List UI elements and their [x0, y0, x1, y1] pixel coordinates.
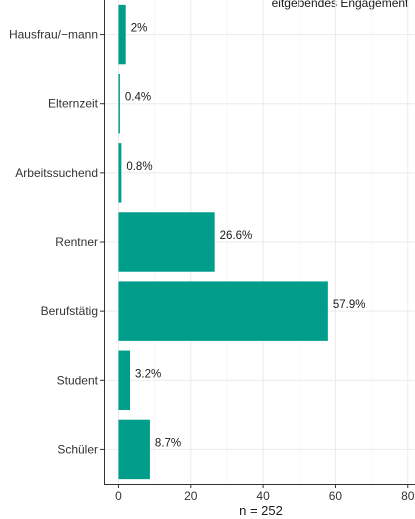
y-tick-label: Schüler	[57, 442, 98, 456]
bar-data-label: 8.7%	[155, 437, 181, 449]
bar-data-label: 3.2%	[135, 368, 161, 380]
bar	[118, 73, 120, 134]
bar-data-label: 0.4%	[125, 92, 151, 104]
y-tick-label: Student	[57, 373, 99, 387]
y-tick-label: Arbeitssuchend	[15, 166, 98, 180]
y-axis: Hausfrau/−mann Elternzeit Arbeitssuchend Re…	[9, 28, 104, 456]
x-axis-title: n = 252	[239, 503, 283, 518]
y-tick-label: Elternzeit	[48, 97, 99, 111]
x-tick-label: 60	[329, 489, 343, 503]
bar-data-label: 0.8%	[126, 161, 152, 173]
chart-top-text: eitgebendes Engagement	[272, 0, 409, 10]
x-tick-label: 0	[115, 489, 122, 503]
y-tick-label: Hausfrau/−mann	[9, 28, 98, 42]
data-labels-layer: 2% 0.4% 0.8% 26.6% 57.9% 3.2% 8.7%	[125, 23, 366, 450]
bar	[118, 4, 126, 65]
bar-data-label: 57.9%	[333, 299, 366, 311]
bar	[118, 419, 150, 480]
x-tick-label: 40	[256, 489, 270, 503]
bar	[118, 350, 131, 411]
bar	[118, 143, 122, 203]
bar-data-label: 2%	[131, 23, 148, 35]
y-tick-label: Rentner	[55, 235, 98, 249]
x-axis: 0 20 40 60 80	[115, 484, 415, 503]
bar	[118, 281, 328, 341]
bars-layer	[118, 4, 328, 480]
x-tick-label: 80	[401, 489, 415, 503]
bar	[118, 212, 215, 272]
panel-border	[104, 0, 415, 485]
y-tick-label: Berufstätig	[41, 304, 98, 318]
x-tick-label: 20	[184, 489, 198, 503]
bar-data-label: 26.6%	[220, 230, 253, 242]
